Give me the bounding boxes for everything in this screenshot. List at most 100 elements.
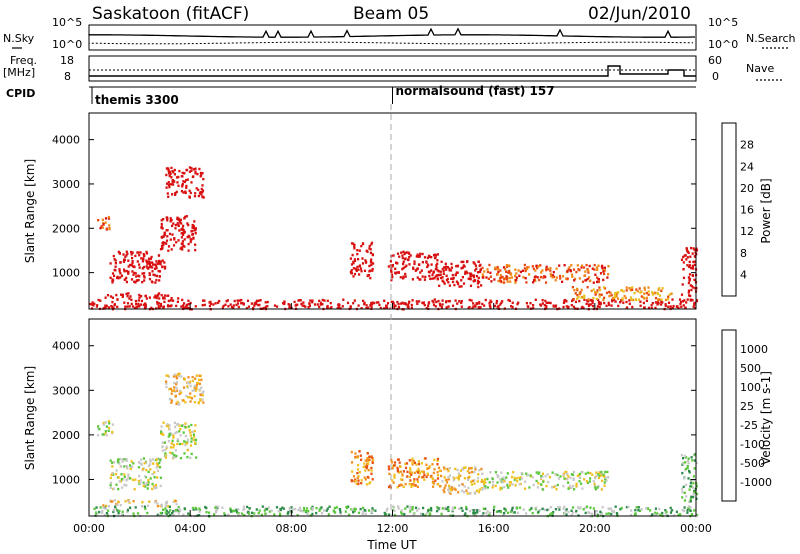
echo-cell bbox=[200, 187, 203, 191]
echo-cell bbox=[501, 481, 504, 484]
echo-cell bbox=[434, 253, 437, 257]
echo-cell bbox=[182, 233, 185, 236]
nsearch-label: N.Search bbox=[746, 32, 796, 45]
echo-cell bbox=[478, 302, 481, 305]
echo-cell bbox=[391, 300, 395, 304]
echo-cell bbox=[556, 473, 559, 477]
echo-cell bbox=[687, 289, 691, 292]
echo-cell bbox=[158, 461, 161, 465]
echo-cell bbox=[401, 301, 404, 304]
echo-cell bbox=[607, 301, 610, 305]
echo-cell bbox=[176, 222, 179, 225]
echo-cell bbox=[200, 386, 203, 389]
echo-cell bbox=[518, 274, 521, 277]
echo-cell bbox=[695, 249, 699, 252]
echo-cell bbox=[371, 301, 374, 304]
echo-cell bbox=[435, 274, 439, 277]
echo-cell bbox=[530, 507, 533, 510]
echo-cell bbox=[388, 472, 391, 476]
echo-cell bbox=[689, 481, 692, 485]
echo-cell bbox=[170, 176, 173, 179]
echo-cell bbox=[546, 508, 549, 512]
echo-cell bbox=[131, 260, 134, 263]
echo-cell bbox=[597, 301, 601, 304]
echo-cell bbox=[189, 382, 192, 385]
echo-cell bbox=[573, 289, 576, 292]
echo-cell bbox=[148, 263, 152, 267]
echo-cell bbox=[175, 377, 178, 380]
echo-cell bbox=[145, 250, 148, 254]
echo-cell bbox=[665, 510, 668, 514]
echo-cell bbox=[595, 471, 598, 474]
echo-cell bbox=[684, 467, 688, 471]
echo-cell bbox=[168, 424, 171, 427]
echo-cell bbox=[364, 512, 367, 515]
echo-cell bbox=[174, 193, 177, 196]
echo-cell bbox=[116, 503, 119, 506]
echo-cell bbox=[166, 229, 169, 232]
echo-cell bbox=[180, 375, 183, 378]
echo-cell bbox=[672, 304, 675, 308]
echo-cell bbox=[201, 391, 204, 394]
echo-cell bbox=[194, 377, 197, 380]
colorbar-tick-label: 28 bbox=[740, 139, 754, 152]
echo-cell bbox=[518, 483, 521, 486]
echo-cell bbox=[441, 276, 444, 279]
echo-cell bbox=[398, 484, 401, 487]
echo-cell bbox=[253, 302, 256, 305]
echo-cell bbox=[407, 301, 411, 304]
echo-cell bbox=[183, 231, 186, 234]
echo-cell bbox=[515, 276, 518, 279]
echo-cell bbox=[132, 273, 135, 276]
echo-cell bbox=[534, 275, 537, 278]
cpid-segment-label: normalsound (fast) 157 bbox=[396, 84, 555, 98]
echo-cell bbox=[111, 432, 114, 435]
echo-cell bbox=[630, 509, 633, 512]
echo-cell bbox=[555, 488, 558, 491]
echo-cell bbox=[183, 245, 186, 248]
echo-cell bbox=[360, 479, 363, 482]
echo-cell bbox=[119, 261, 122, 264]
freq-tick-low: 8 bbox=[64, 70, 71, 83]
echo-cell bbox=[500, 487, 503, 490]
echo-cell bbox=[321, 298, 324, 302]
echo-cell bbox=[568, 484, 572, 488]
echo-cell bbox=[693, 303, 696, 306]
echo-cell bbox=[405, 462, 409, 465]
echo-cell bbox=[189, 396, 192, 399]
echo-cell bbox=[247, 305, 250, 308]
echo-cell bbox=[547, 301, 550, 304]
echo-cell bbox=[484, 485, 487, 488]
echo-cell bbox=[185, 186, 188, 189]
echo-cell bbox=[192, 237, 195, 240]
echo-cell bbox=[692, 286, 695, 289]
echo-cell bbox=[175, 503, 178, 506]
echo-cell bbox=[410, 482, 413, 486]
echo-cell bbox=[130, 253, 133, 256]
echo-cell bbox=[177, 239, 180, 242]
echo-cell bbox=[170, 401, 173, 404]
echo-cell bbox=[683, 299, 686, 302]
echo-cell bbox=[460, 301, 463, 305]
echo-cell bbox=[159, 302, 163, 306]
echo-cell bbox=[138, 305, 141, 308]
echo-cell bbox=[158, 514, 161, 517]
echo-cell bbox=[637, 298, 640, 301]
echo-cell bbox=[660, 300, 663, 303]
echo-cell bbox=[181, 399, 184, 402]
x-tick-label: 16:00 bbox=[478, 522, 510, 535]
echo-cell bbox=[130, 302, 133, 306]
echo-cell bbox=[552, 511, 555, 514]
echo-cell bbox=[597, 277, 600, 281]
echo-cell bbox=[345, 506, 349, 510]
echo-cell bbox=[328, 505, 331, 508]
echo-cell bbox=[242, 505, 245, 508]
echo-cell bbox=[629, 296, 633, 299]
echo-cell bbox=[187, 512, 190, 515]
echo-cell bbox=[619, 301, 622, 304]
echo-cell bbox=[515, 477, 518, 480]
echo-cell bbox=[688, 264, 691, 267]
echo-cell bbox=[198, 167, 201, 171]
echo-cell bbox=[572, 470, 576, 474]
echo-cell bbox=[201, 195, 204, 199]
